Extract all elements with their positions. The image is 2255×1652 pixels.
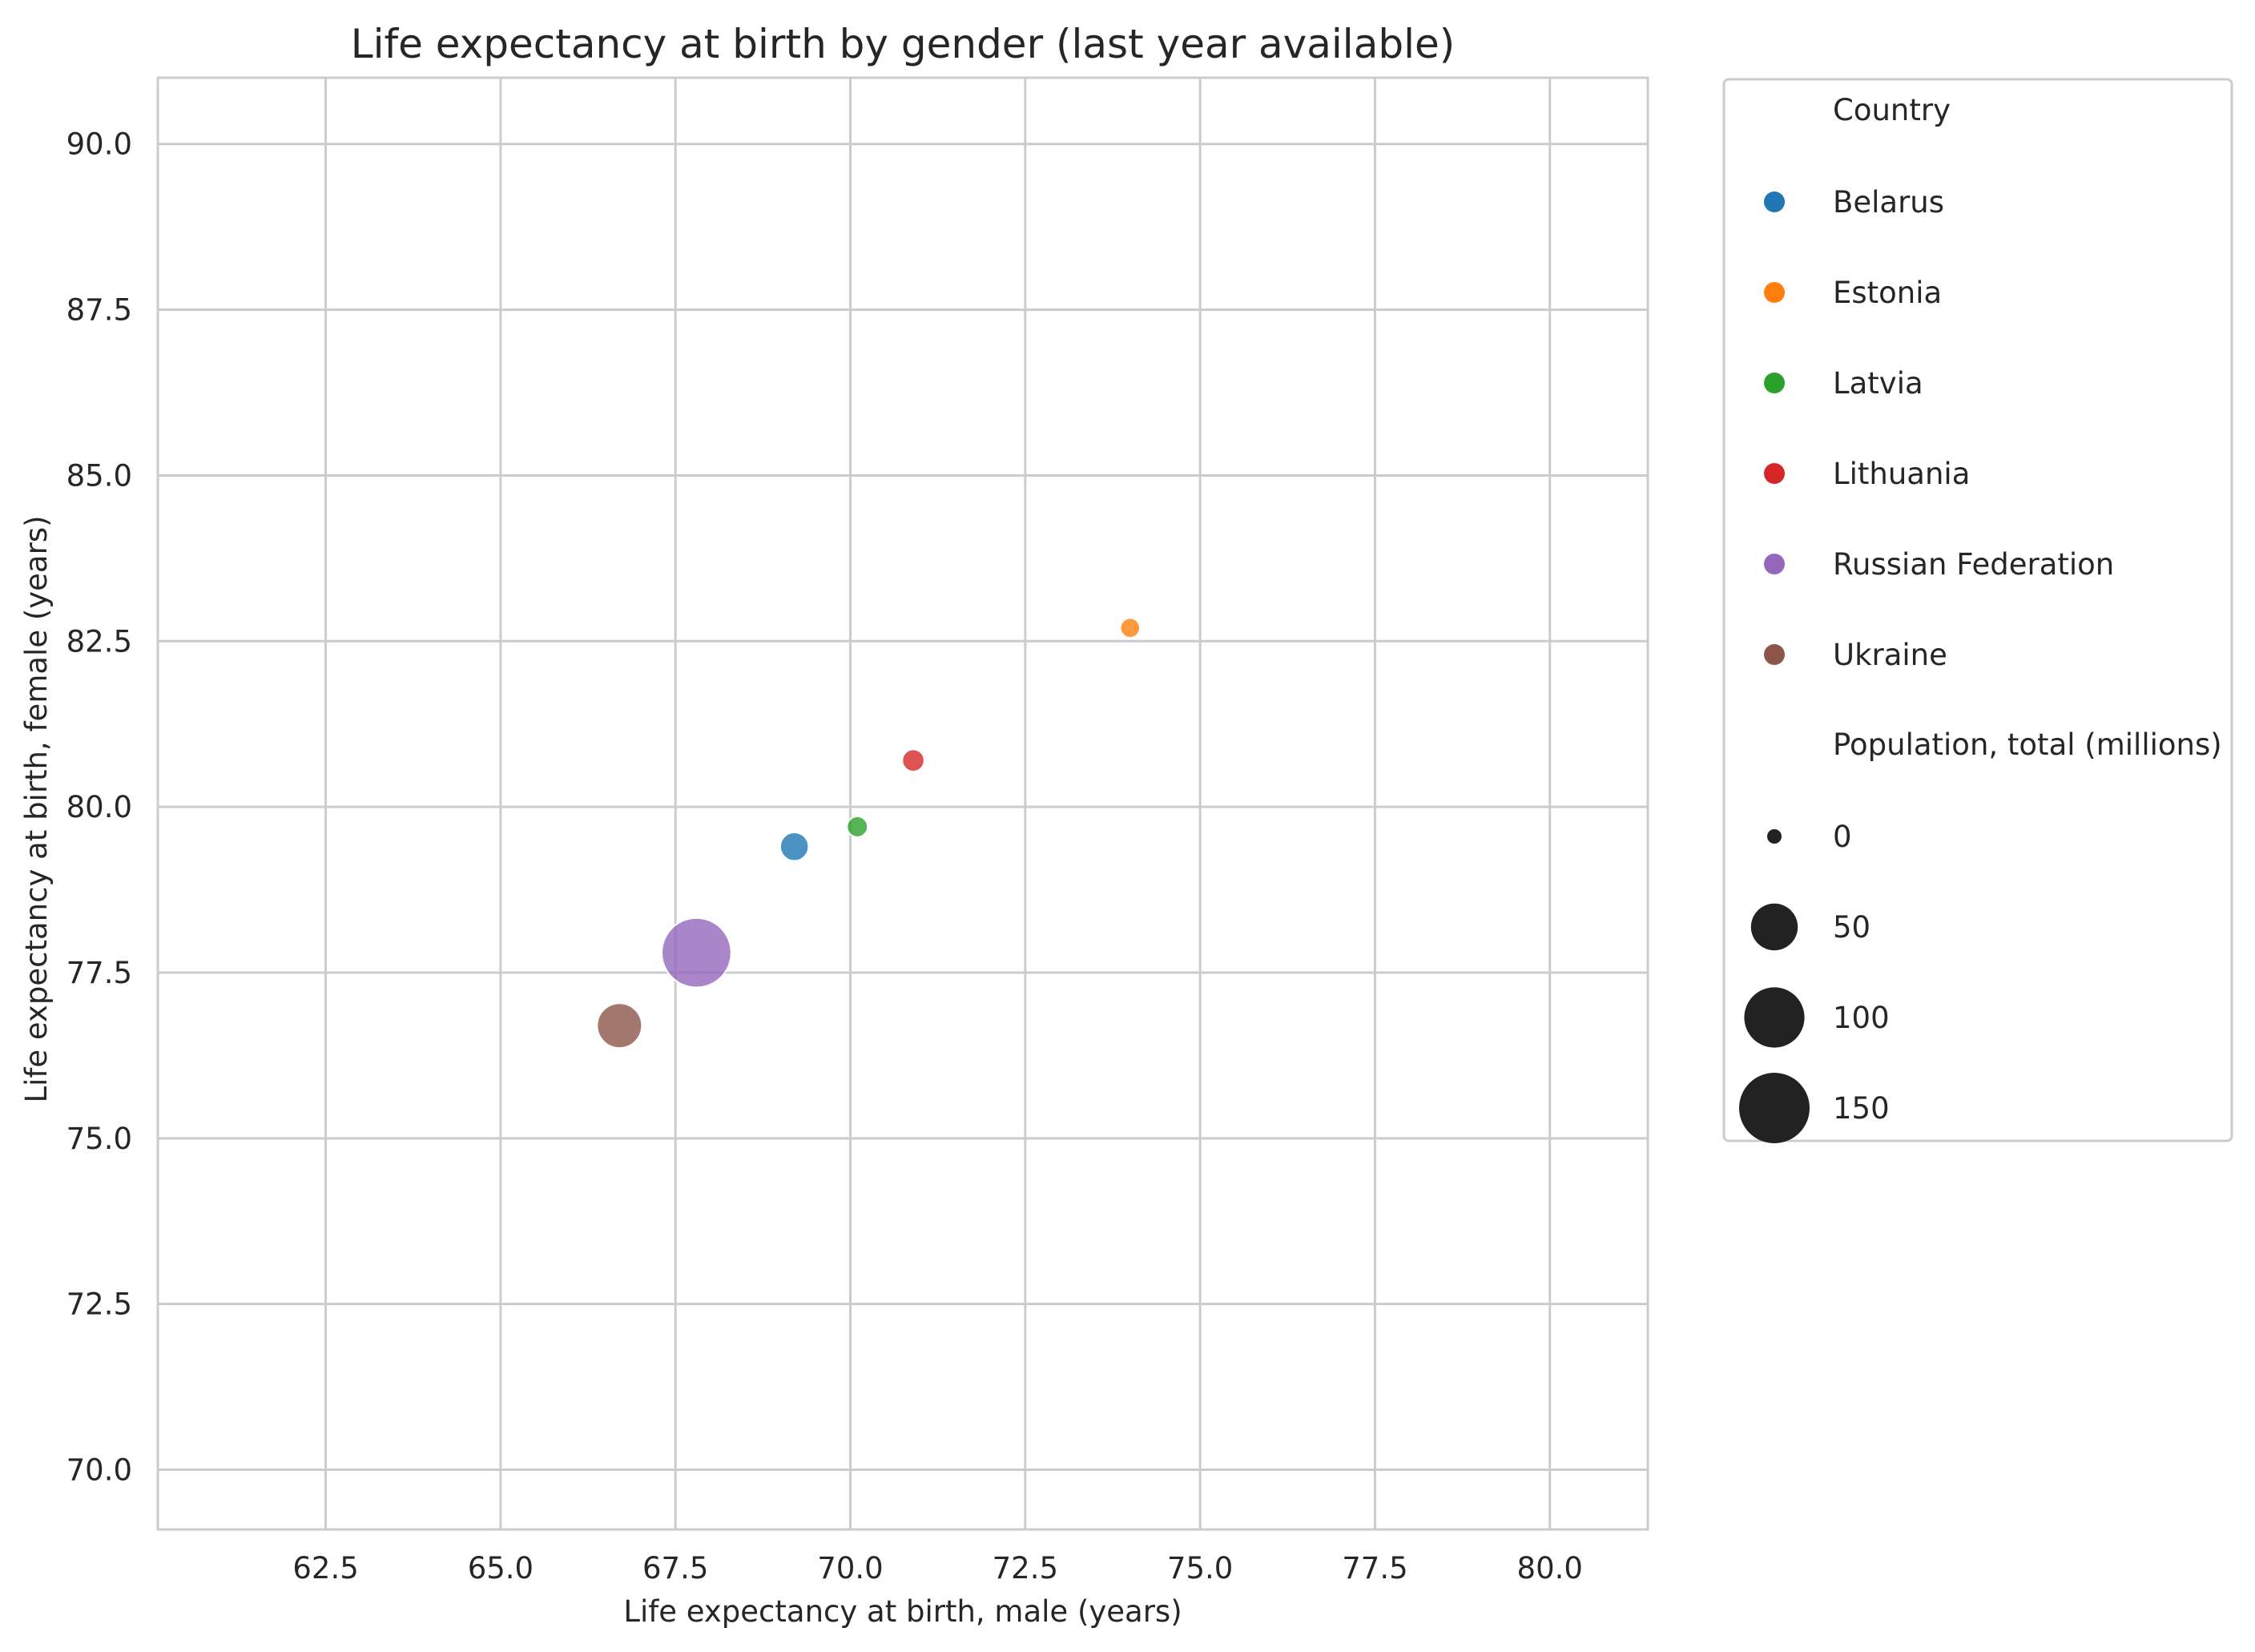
y-tick-label: 90.0 [66,127,132,162]
y-tick-label: 77.5 [66,956,132,990]
x-tick-label: 80.0 [1517,1551,1583,1586]
legend-marker [1764,282,1785,303]
legend-marker [1764,644,1785,665]
y-tick-label: 85.0 [66,458,132,493]
legend-box [1722,78,2233,1142]
x-tick-label: 77.5 [1342,1551,1407,1586]
legend-size-label: 100 [1833,1001,1890,1035]
legend-label: Belarus [1833,185,1944,220]
legend-size-marker [1744,987,1805,1048]
plot-frame [156,76,1649,1531]
data-point [1119,617,1142,639]
legend-label: Russian Federation [1833,547,2114,582]
legend-marker [1764,554,1785,574]
y-tick-label: 75.0 [66,1122,132,1156]
x-tick-label: 75.0 [1167,1551,1233,1586]
x-tick-label: 72.5 [993,1551,1058,1586]
legend-size-label: 50 [1833,910,1870,945]
grid-lines [158,78,1648,1529]
legend: Country Belarus Estonia Latvia Lithuania Rus… [1722,78,2233,1143]
y-tick-label: 80.0 [66,790,132,824]
legend-marker [1764,373,1785,393]
x-tick-label: 65.0 [468,1551,534,1586]
y-tick-label: 87.5 [66,293,132,328]
legend-label: Lithuania [1833,457,1970,491]
x-tick-labels: 62.5 65.0 67.5 70.0 72.5 75.0 77.5 80.0 [292,1551,1583,1586]
legend-marker [1764,191,1785,212]
legend-label: Ukraine [1833,638,1947,672]
data-point [661,917,732,989]
legend-size-marker [1750,903,1798,951]
y-tick-label: 72.5 [66,1287,132,1322]
legend-country-items: Belarus Estonia Latvia Lithuania Russian Fed… [1764,185,2114,672]
legend-size-marker [1767,829,1782,844]
y-tick-label: 70.0 [66,1453,132,1488]
legend-size-title: Population, total (millions) [1833,727,2222,762]
legend-label: Estonia [1833,276,1942,310]
legend-marker [1764,463,1785,484]
data-point [596,1002,643,1050]
x-tick-label: 62.5 [292,1551,358,1586]
legend-size-marker [1739,1073,1810,1143]
legend-size-label: 0 [1833,820,1852,854]
legend-label: Latvia [1833,366,1923,401]
data-point [846,816,869,838]
y-tick-label: 82.5 [66,624,132,659]
y-tick-labels: 70.0 72.5 75.0 77.5 80.0 82.5 85.0 87.5 90.0 [66,127,132,1488]
x-tick-label: 67.5 [642,1551,708,1586]
data-points [596,617,1142,1050]
x-tick-label: 70.0 [817,1551,883,1586]
legend-size-items: 0 50 100 150 [1739,820,1890,1143]
data-point [901,748,925,773]
chart-title: Life expectancy at birth by gender (last… [351,21,1455,67]
legend-hue-title: Country [1833,93,1951,127]
x-axis-label: Life expectancy at birth, male (years) [623,1594,1182,1629]
data-point [779,832,810,862]
legend-size-label: 150 [1833,1091,1890,1126]
y-axis-label: Life expectancy at birth, female (years) [19,515,54,1102]
